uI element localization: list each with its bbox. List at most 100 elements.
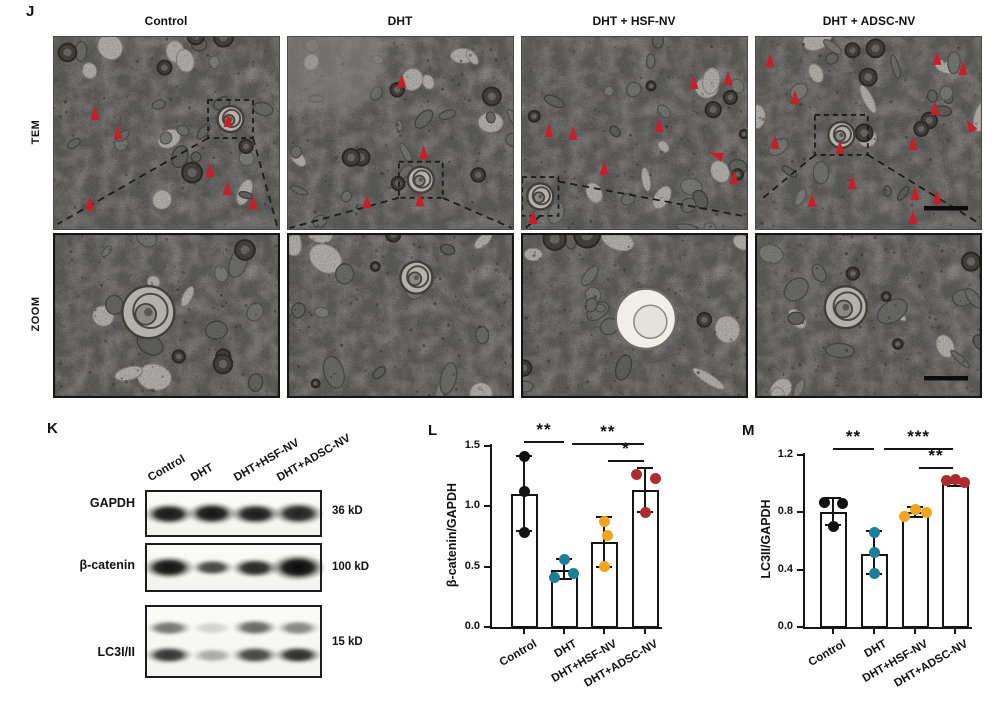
error-bar [644,468,646,513]
autophagosome-arrowhead [654,118,664,133]
significance-line [524,440,564,443]
autophagosome-arrowhead [113,125,123,140]
autophagosome-arrowhead [765,53,775,68]
data-point [601,529,613,541]
y-axis [490,443,492,629]
blot-band [190,559,234,576]
data-point [598,516,610,528]
blot-mw-label-36kd: 36 kD [332,505,363,517]
column-title-dht-adsc-nv: DHT + ADSC-NV [822,14,916,28]
autophagosome-arrowhead [222,181,232,196]
blot-band [146,619,192,636]
autophagosome-arrowhead [709,152,725,162]
zoom-image-control [53,233,280,398]
autophagosome-arrowhead [599,160,609,175]
y-tick [797,454,803,457]
autophagosome-arrowhead [415,192,425,207]
blot-band [232,619,278,637]
panel-k-label: K [47,420,58,437]
significance-label: *** [907,426,931,446]
autophagosome-arrowhead [248,195,258,210]
autophagosome-arrowhead [568,126,578,140]
autophagosome-arrowhead [419,144,429,159]
y-tick-label: 0.0 [464,620,480,632]
y-tick [484,505,490,507]
x-tick [644,629,646,634]
data-point [940,475,952,487]
significance-label: ** [845,426,862,446]
autophagosome-arrowhead [85,196,95,211]
significance-label: ** [600,422,616,442]
data-point [518,527,530,539]
column-title-dht: DHT [387,14,413,28]
blot-band [144,502,194,525]
data-point [836,498,848,510]
error-bar-cap-top [637,467,653,470]
data-point [958,476,970,488]
data-point [518,485,530,497]
y-tick-label: 1.2 [777,448,793,461]
bar-dht-adsc-nv [941,482,969,628]
data-point [567,568,579,580]
data-point [639,506,651,518]
autophagosome-arrowhead [932,190,942,205]
significance-label: ** [536,419,552,439]
data-point [868,546,880,558]
x-tick [954,629,956,634]
autophagosome-arrowhead [723,70,733,85]
autophagosome-arrowhead [807,192,817,207]
bar-dht-hsf-nv [901,512,929,628]
autophagosome-arrowhead [729,170,739,185]
scale-bar [924,376,968,381]
lane-label-dht: DHT [189,461,216,484]
data-point [630,469,642,481]
error-bar-cap-bottom [947,484,963,487]
blot-band [145,646,193,665]
x-axis [490,627,662,629]
blot-band [192,620,232,635]
autophagosome-arrowhead [544,123,554,138]
inset-zoom-box [207,99,254,139]
blot-band [190,647,234,663]
y-tick [484,444,490,447]
significance-line [919,466,953,469]
x-tick [523,629,525,634]
tem-image-dht [287,36,514,230]
panel-m-label: M [742,422,755,439]
significance-line [884,447,953,450]
autophagosome-arrowhead [932,50,942,65]
data-point [598,561,610,572]
blot-band [187,502,237,525]
error-bar [832,498,834,526]
error-bar [563,559,565,579]
autophagosome-arrowhead [966,118,978,134]
blot-band [143,556,195,579]
error-bar [603,516,605,567]
y-tick-label: 0.8 [777,505,793,518]
blot-mw-label-15kd: 15 kD [332,636,363,648]
autophagosome-arrowhead [835,139,845,154]
blot-target-label-gapdh: GAPDH [89,496,135,510]
data-point [949,473,961,485]
error-bar-cap-bottom [556,577,572,580]
blot-band [231,646,279,665]
autophagosome-arrowhead [910,185,920,200]
autophagosome-arrowhead [528,210,538,225]
blot-box-lc3 [145,605,322,678]
autophagosome-arrowhead [847,175,857,190]
blot-band [270,554,326,581]
data-point [898,511,910,523]
autophagosome-arrowhead [90,106,100,121]
blot-band [274,646,322,665]
tem-image-dht-hsf-nv [521,36,748,230]
data-point [818,496,830,508]
x-axis [803,627,972,629]
autophagosome-arrowhead [397,73,407,88]
autophagosome-arrowhead [908,210,918,225]
panel-l-label: L [428,422,438,439]
y-tick-label: 0.5 [464,559,480,572]
autophagosome-arrowhead [908,136,918,151]
data-point [649,472,661,484]
data-point [548,571,560,583]
